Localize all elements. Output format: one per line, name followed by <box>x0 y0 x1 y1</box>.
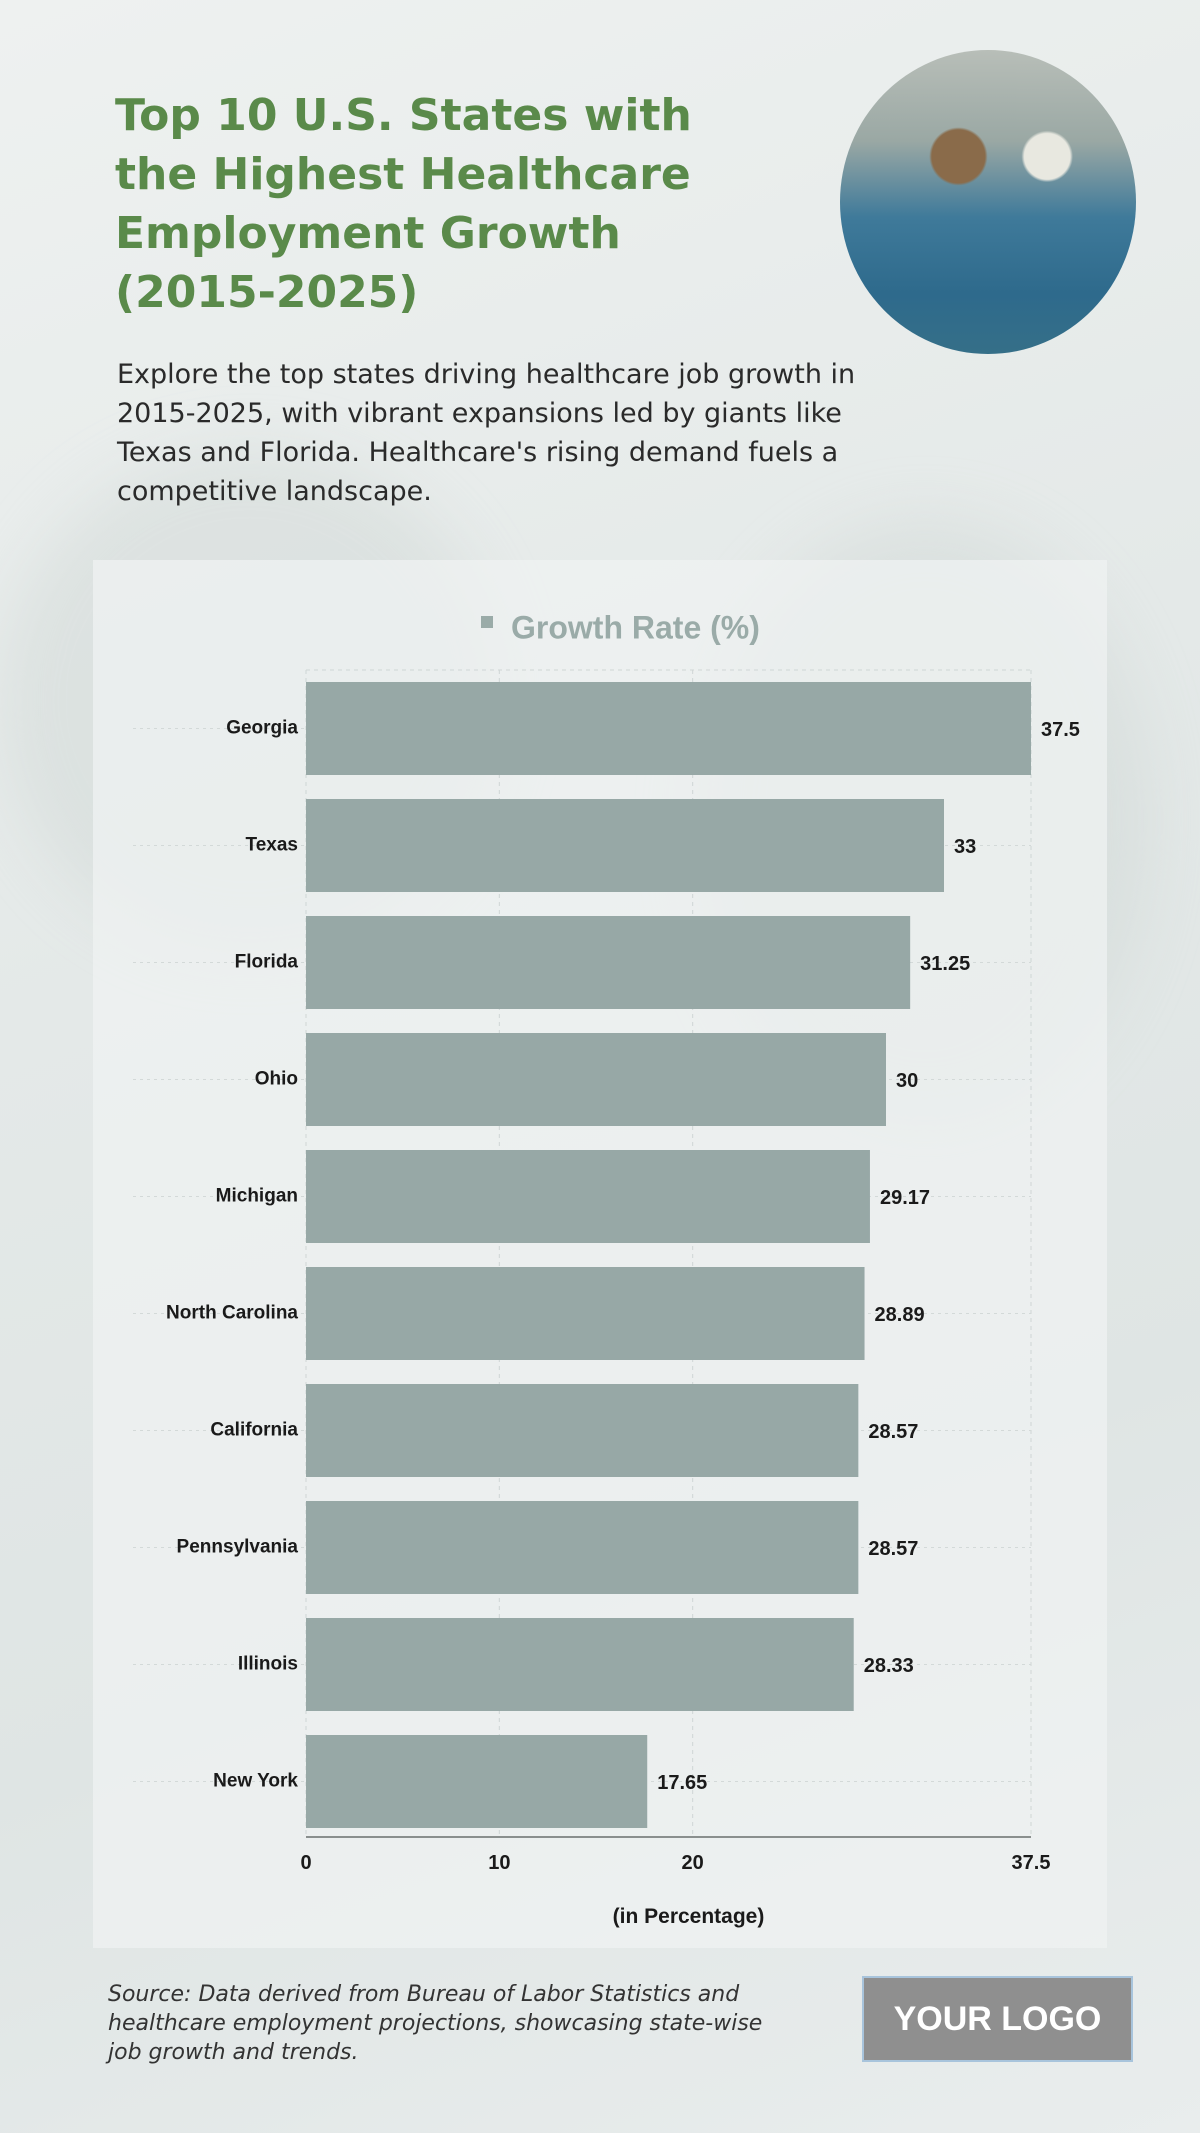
data-label: 17.65 <box>657 1772 707 1794</box>
bar <box>306 916 911 1009</box>
bar <box>306 1735 648 1828</box>
legend-label: Growth Rate (%) <box>511 609 760 645</box>
bar <box>306 799 944 892</box>
category-label: Pennsylvania <box>177 1537 299 1558</box>
category-label: Florida <box>235 952 299 973</box>
category-label: Michigan <box>216 1186 298 1207</box>
data-label: 28.33 <box>864 1655 914 1677</box>
bar <box>306 682 1031 775</box>
data-label: 28.57 <box>868 1538 918 1560</box>
data-label: 37.5 <box>1041 719 1080 741</box>
bar <box>306 1384 859 1477</box>
data-label: 31.25 <box>920 953 970 975</box>
bar <box>306 1501 859 1594</box>
bar <box>306 1033 886 1126</box>
data-label: 33 <box>954 836 976 858</box>
category-label: Illinois <box>238 1654 298 1675</box>
surgeons-photo <box>840 50 1136 354</box>
page-title: Top 10 U.S. States with the Highest Heal… <box>115 90 692 318</box>
category-label: Georgia <box>226 718 298 739</box>
chart-panel: Growth Rate (%) Georgia 37.5 Texas 33 Florida… <box>93 560 1107 1948</box>
bar <box>306 1150 870 1243</box>
logo-placeholder: YOUR LOGO <box>862 1976 1133 2062</box>
bar-chart: Growth Rate (%) Georgia 37.5 Texas 33 Florida… <box>133 609 1080 1928</box>
data-label: 28.57 <box>868 1421 918 1443</box>
data-label: 28.89 <box>875 1304 925 1326</box>
category-label: Texas <box>246 835 298 856</box>
category-label: North Carolina <box>166 1303 298 1324</box>
x-tick-label: 10 <box>488 1852 510 1874</box>
bar <box>306 1267 865 1360</box>
x-axis-title: (in Percentage) <box>613 1905 765 1928</box>
x-tick-label: 20 <box>682 1852 704 1874</box>
category-label: New York <box>213 1771 298 1792</box>
x-tick-label: 37.5 <box>1012 1852 1051 1874</box>
legend-swatch <box>481 616 493 628</box>
description: Explore the top states driving healthcar… <box>117 359 856 507</box>
data-label: 29.17 <box>880 1187 930 1209</box>
x-tick-label: 0 <box>300 1852 311 1874</box>
data-label: 30 <box>896 1070 918 1092</box>
source-note: Source: Data derived from Bureau of Labo… <box>108 1982 763 2065</box>
category-label: California <box>210 1420 298 1441</box>
category-label: Ohio <box>255 1069 298 1090</box>
bar <box>306 1618 854 1711</box>
